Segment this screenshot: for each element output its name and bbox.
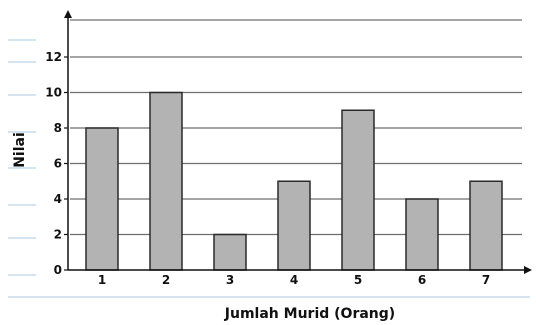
- x-axis-title: Jumlah Murid (Orang): [224, 306, 395, 322]
- x-tick-label: 6: [418, 273, 426, 287]
- y-tick-label: 10: [45, 86, 62, 100]
- bars: [85, 91, 503, 271]
- y-axis-title: Nilai: [12, 132, 28, 168]
- y-tick-label: 8: [54, 121, 62, 135]
- bar-2: [149, 91, 183, 271]
- x-tick-label: 4: [290, 273, 298, 287]
- x-axis-arrow: [524, 266, 532, 274]
- bar-7: [469, 180, 503, 271]
- y-tick-label: 4: [54, 192, 62, 206]
- x-tick-labels: 1 2 3 4 5 6 7: [98, 273, 490, 287]
- x-tick-label: 1: [98, 273, 106, 287]
- bar-3: [213, 233, 247, 271]
- y-tick-label: 2: [54, 228, 62, 242]
- bar-1: [85, 127, 119, 271]
- y-tick-label: 0: [54, 263, 62, 277]
- x-tick-label: 7: [482, 273, 490, 287]
- bar-5: [341, 109, 375, 271]
- y-axis-arrow: [64, 10, 72, 18]
- bar-4: [277, 180, 311, 271]
- decorative-lines: [8, 39, 530, 298]
- gridlines: [70, 19, 522, 236]
- x-tick-label: 2: [162, 273, 170, 287]
- x-tick-label: 5: [354, 273, 362, 287]
- y-tick-labels: 0 2 4 6 8 10 12: [45, 50, 68, 277]
- x-tick-label: 3: [226, 273, 234, 287]
- bar-6: [405, 198, 439, 271]
- y-tick-label: 6: [54, 157, 62, 171]
- y-tick-label: 12: [45, 50, 62, 64]
- axes: [64, 10, 532, 274]
